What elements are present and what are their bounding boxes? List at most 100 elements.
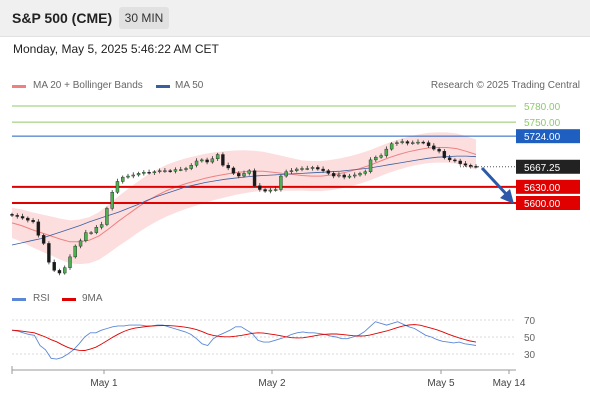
- candle-body: [68, 256, 72, 268]
- candle-body: [168, 170, 172, 172]
- candle: [15, 213, 19, 219]
- candle-body: [437, 148, 441, 152]
- candle: [458, 158, 462, 166]
- candle: [442, 149, 447, 160]
- candle: [210, 156, 215, 164]
- rsi-level-label-50: 50: [524, 333, 536, 344]
- candle-body: [474, 166, 478, 168]
- candle: [173, 167, 178, 174]
- price-label-5780.00: 5780.00: [524, 102, 561, 113]
- candle: [163, 167, 167, 173]
- candle: [68, 254, 72, 270]
- candle: [326, 169, 331, 175]
- candle-body: [242, 173, 246, 177]
- candle: [105, 206, 109, 227]
- candle: [295, 167, 299, 173]
- candle: [99, 221, 104, 230]
- legend-bollinger-label: MA 20 + Bollinger Bands: [33, 80, 143, 91]
- header-bar: S&P 500 (CME) 30 MIN: [0, 0, 590, 37]
- candle: [26, 216, 30, 223]
- candle-body: [173, 169, 178, 172]
- candle: [358, 171, 362, 177]
- candle-body: [284, 171, 288, 177]
- rsi-level-label-70: 70: [524, 316, 536, 327]
- candle: [416, 139, 420, 145]
- candle: [179, 166, 183, 172]
- candle-body: [231, 167, 236, 174]
- candle-body: [279, 175, 283, 190]
- timeframe-button[interactable]: 30 MIN: [119, 7, 169, 29]
- candle: [289, 167, 294, 174]
- candle-body: [300, 168, 304, 170]
- candle: [41, 233, 46, 246]
- candle-body: [353, 174, 357, 177]
- candle-body: [374, 156, 378, 161]
- candle: [437, 147, 441, 154]
- candle: [52, 259, 56, 272]
- candle-body: [363, 171, 367, 174]
- price-label-text: 5630.00: [524, 183, 561, 194]
- price-label-box: [516, 196, 580, 210]
- candle: [194, 158, 199, 168]
- candle: [36, 219, 41, 238]
- time-tick-label: May 5: [427, 378, 455, 389]
- candle-body: [347, 175, 352, 178]
- legend-ma50: MA 50: [156, 80, 203, 91]
- candle: [94, 225, 99, 235]
- candle: [131, 172, 135, 179]
- candle: [411, 140, 415, 145]
- rsi-line: [11, 321, 477, 360]
- candle-body: [331, 173, 336, 177]
- candle: [31, 218, 35, 224]
- candle-body: [289, 170, 294, 172]
- legend-rsi-label: RSI: [33, 293, 50, 304]
- candles-layer: [10, 138, 478, 276]
- candle-body: [400, 141, 404, 143]
- candle: [331, 171, 336, 179]
- candle-body: [395, 142, 399, 144]
- candle: [374, 155, 378, 163]
- candle-body: [442, 151, 447, 158]
- rsi-panel: 70 50 30: [11, 316, 536, 361]
- candle-body: [411, 142, 415, 144]
- candle-body: [421, 141, 425, 144]
- time-tick-label: May 2: [258, 378, 286, 389]
- rsi-9ma-line: [11, 324, 477, 351]
- candle-body: [316, 167, 320, 170]
- candle: [279, 174, 283, 192]
- candle-body: [384, 148, 389, 156]
- candle-body: [321, 168, 325, 171]
- candle: [184, 166, 188, 172]
- candle: [447, 155, 452, 163]
- candle-body: [453, 159, 457, 162]
- candle: [142, 170, 146, 176]
- candle-body: [342, 174, 346, 178]
- candle-body: [247, 170, 251, 174]
- candle-body: [73, 245, 77, 258]
- candle: [252, 168, 257, 188]
- candle: [247, 169, 251, 176]
- candle: [426, 140, 431, 149]
- candle-body: [78, 240, 83, 247]
- candle-body: [84, 232, 88, 241]
- candle: [205, 157, 209, 165]
- candle: [421, 140, 425, 145]
- legend-rsi: RSI: [12, 293, 50, 304]
- candle: [78, 238, 83, 249]
- candle: [432, 143, 436, 151]
- candle-body: [163, 170, 167, 172]
- candle-body: [252, 170, 257, 186]
- candle: [273, 186, 278, 192]
- bollinger-swatch: [12, 85, 26, 88]
- price-label-box: [516, 129, 580, 144]
- candle-body: [200, 159, 204, 162]
- candle: [47, 241, 51, 265]
- ma9-swatch: [62, 298, 76, 301]
- candle: [463, 160, 468, 167]
- candle-body: [221, 154, 225, 166]
- candle-body: [57, 270, 62, 274]
- candle-body: [63, 267, 67, 274]
- candle: [368, 157, 373, 174]
- candle-body: [389, 143, 394, 150]
